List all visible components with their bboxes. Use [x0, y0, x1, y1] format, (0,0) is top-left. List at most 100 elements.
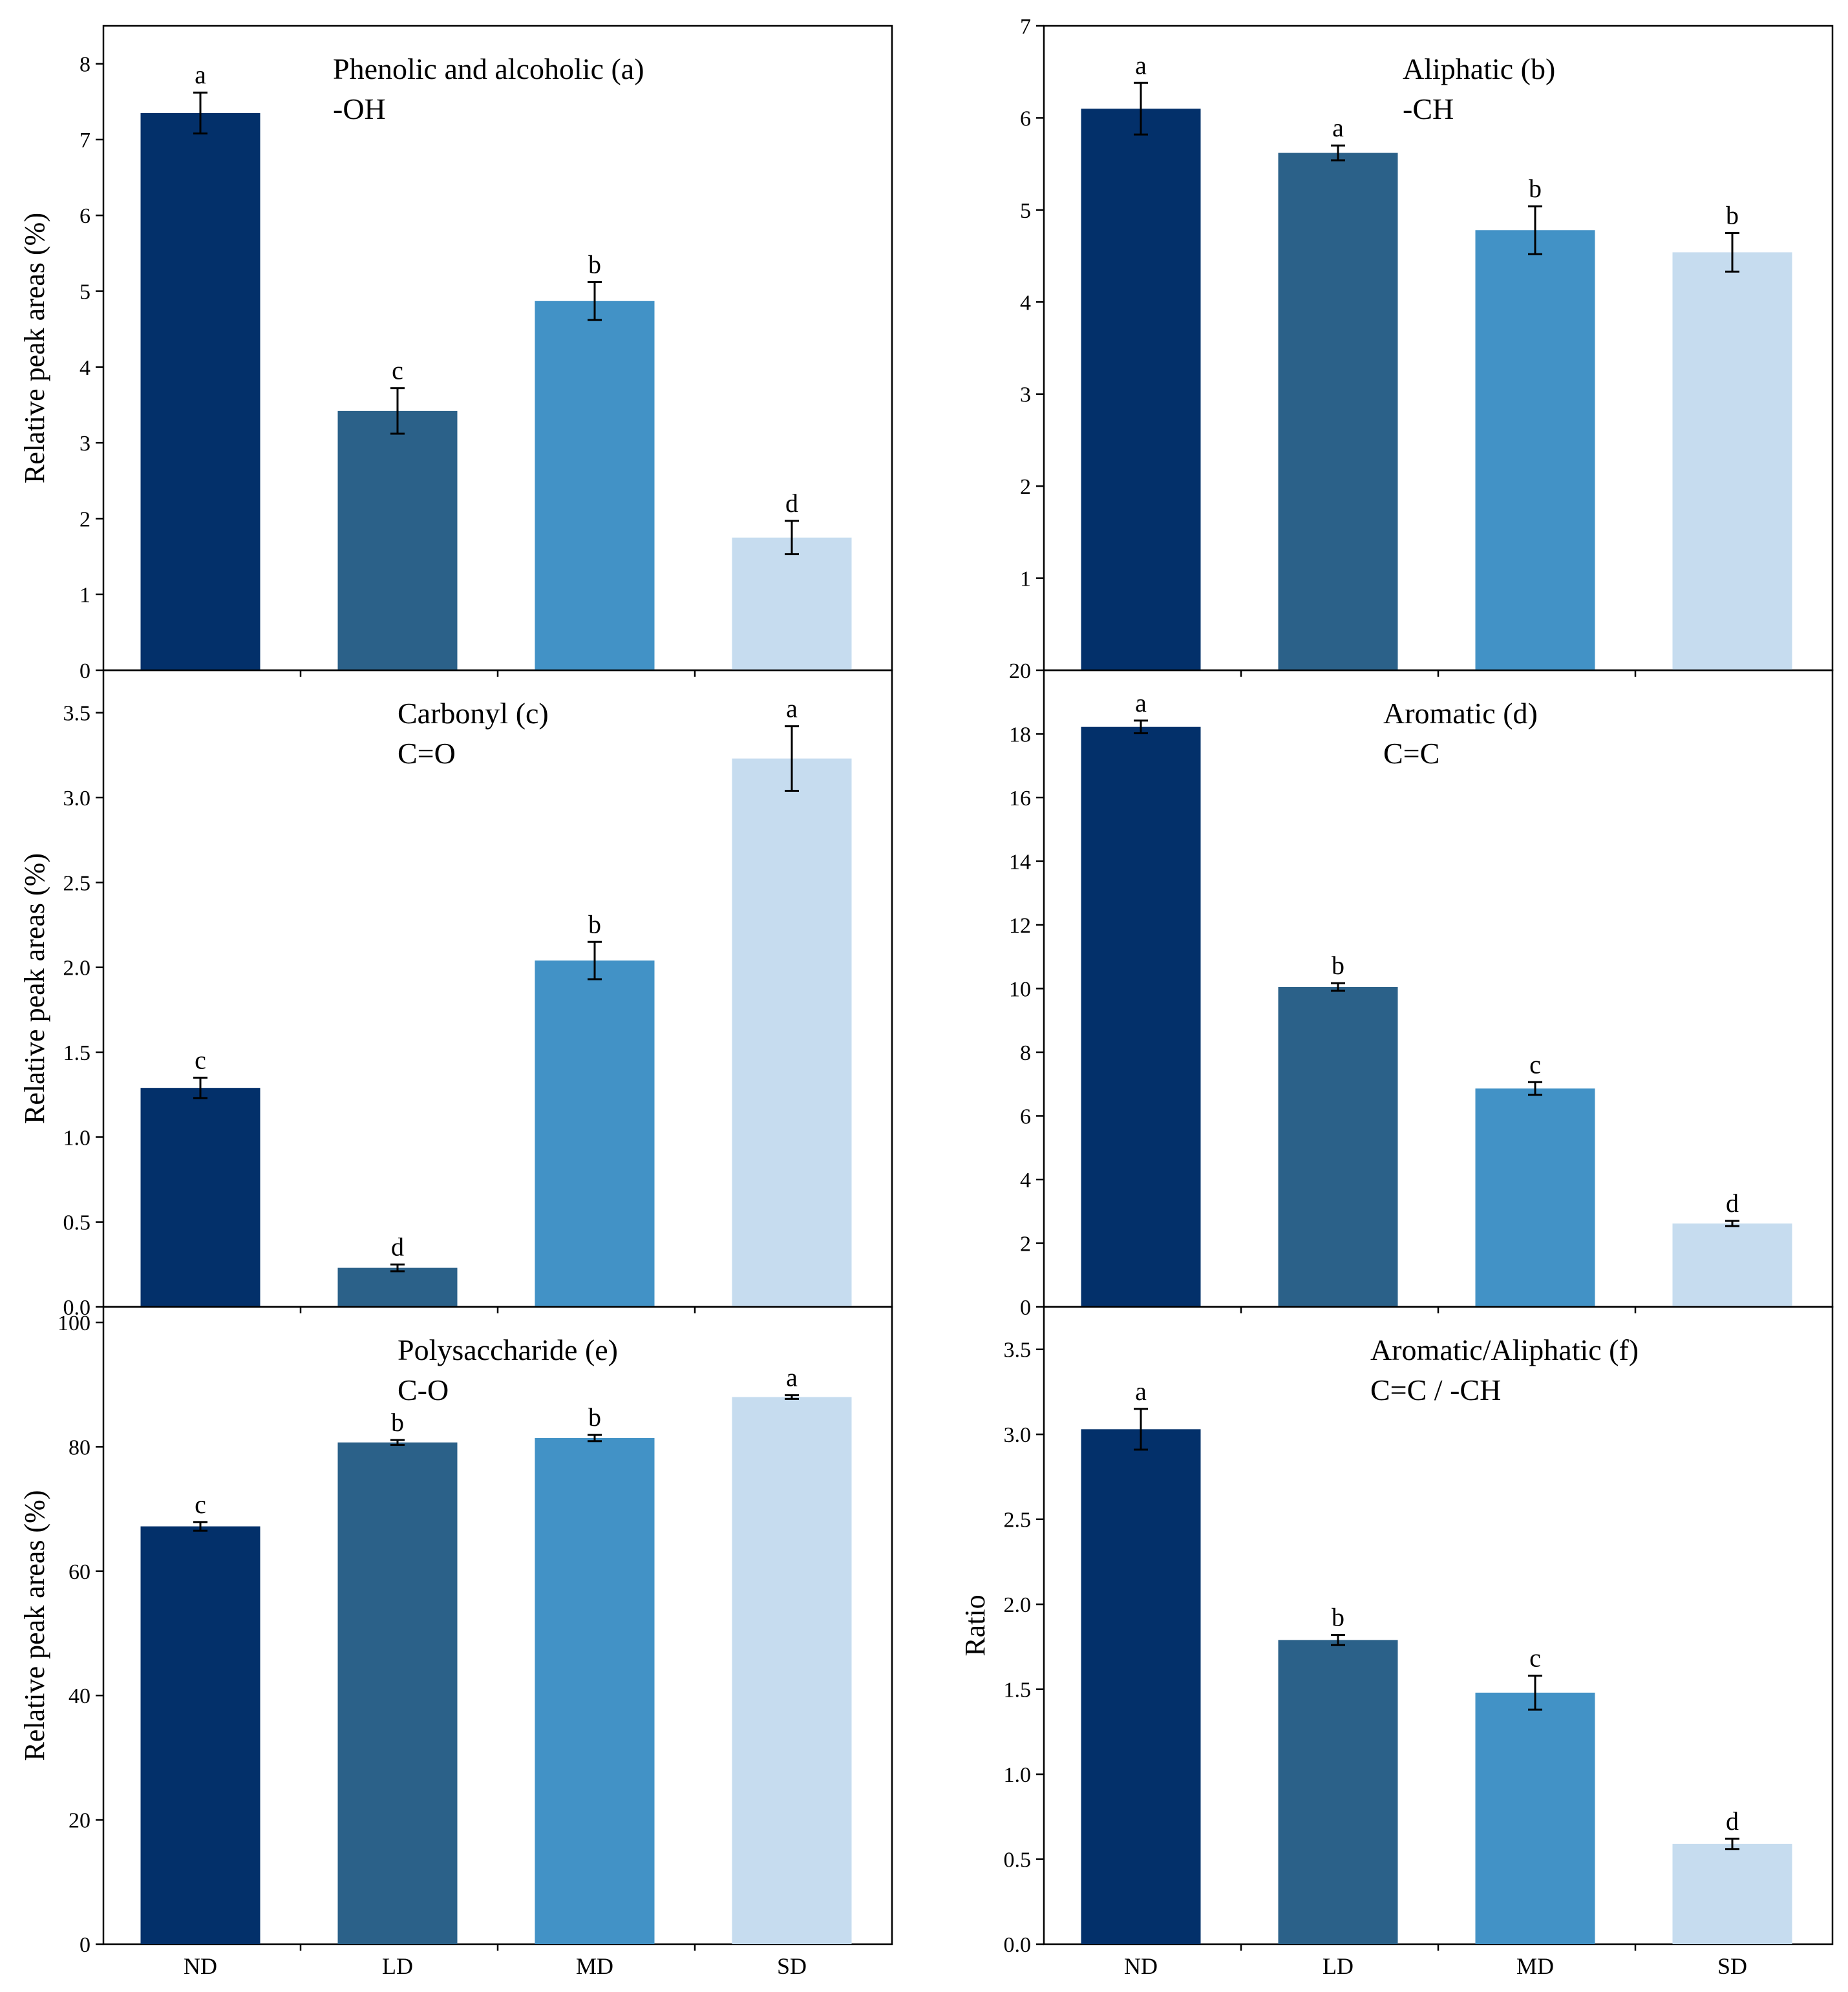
significance-letter-b-SD: b — [1726, 200, 1739, 229]
bar-e-LD — [337, 1442, 458, 1944]
significance-letter-f-MD: c — [1529, 1644, 1541, 1673]
significance-letter-a-ND: a — [195, 60, 206, 89]
panel-title-e: Polysaccharide (e) — [398, 1333, 618, 1366]
y-tick-label-f-1: 0.5 — [1004, 1849, 1032, 1872]
significance-letter-b-LD: a — [1332, 113, 1344, 142]
significance-letter-a-MD: b — [588, 249, 601, 279]
y-tick-label-e-1: 20 — [69, 1809, 90, 1833]
bar-d-ND — [1081, 726, 1201, 1307]
panel-title-b: Aliphatic (b) — [1403, 52, 1555, 85]
y-tick-label-c-2: 1.0 — [63, 1126, 91, 1150]
bar-a-MD — [535, 301, 655, 670]
y-tick-label-d-2: 4 — [1020, 1169, 1031, 1192]
significance-letter-b-ND: a — [1135, 50, 1147, 79]
bar-c-ND — [140, 1088, 260, 1307]
bar-b-LD — [1278, 153, 1398, 671]
y-tick-label-a-4: 4 — [80, 356, 90, 380]
bar-a-LD — [337, 410, 458, 670]
y-tick-label-b-4: 5 — [1020, 199, 1031, 223]
bar-d-MD — [1475, 1088, 1595, 1307]
bar-a-ND — [140, 112, 260, 670]
bar-d-LD — [1278, 987, 1398, 1307]
x-category-label-f-LD: LD — [1322, 1953, 1354, 1979]
significance-letter-d-SD: d — [1726, 1189, 1739, 1218]
significance-letter-b-MD: b — [1529, 174, 1542, 203]
y-tick-label-f-5: 2.5 — [1004, 1509, 1032, 1532]
y-tick-label-b-0: 1 — [1020, 567, 1031, 591]
y-tick-label-d-4: 8 — [1020, 1041, 1031, 1065]
significance-letter-e-SD: a — [786, 1363, 798, 1392]
y-tick-label-e-2: 40 — [69, 1684, 90, 1708]
y-tick-label-c-5: 2.5 — [63, 871, 91, 895]
y-tick-label-d-6: 12 — [1009, 914, 1031, 938]
y-axis-label-f: Ratio — [959, 1595, 991, 1656]
y-axis-label-e: Relative peak areas (%) — [19, 1490, 50, 1761]
significance-letter-c-SD: a — [786, 694, 798, 723]
bar-c-SD — [732, 758, 852, 1307]
x-category-label-e-SD: SD — [777, 1953, 807, 1979]
bar-b-SD — [1672, 252, 1792, 671]
significance-letter-c-ND: c — [195, 1045, 206, 1074]
y-tick-label-c-7: 3.5 — [63, 702, 91, 726]
bar-f-LD — [1278, 1640, 1398, 1944]
panel-title-a: Phenolic and alcoholic (a) — [333, 52, 644, 85]
y-axis-label-c: Relative peak areas (%) — [19, 853, 50, 1124]
x-category-label-f-ND: ND — [1124, 1953, 1158, 1979]
y-tick-label-c-3: 1.5 — [63, 1041, 91, 1065]
y-tick-label-a-8: 8 — [80, 53, 90, 77]
significance-letter-e-ND: c — [195, 1490, 206, 1519]
panel-subtitle-f: C=C / -CH — [1370, 1373, 1501, 1406]
x-category-label-e-ND: ND — [184, 1953, 217, 1979]
y-tick-label-f-7: 3.5 — [1004, 1339, 1032, 1362]
y-tick-label-d-7: 14 — [1009, 851, 1031, 874]
x-category-label-e-LD: LD — [382, 1953, 413, 1979]
y-tick-label-f-6: 3.0 — [1004, 1423, 1032, 1447]
y-tick-label-b-2: 3 — [1020, 383, 1031, 407]
bar-c-LD — [337, 1267, 458, 1307]
significance-letter-d-LD: b — [1332, 951, 1344, 980]
panel-subtitle-d: C=C — [1383, 737, 1439, 770]
y-tick-label-a-7: 7 — [80, 129, 90, 153]
significance-letter-f-SD: d — [1726, 1807, 1739, 1836]
y-tick-label-a-6: 6 — [80, 204, 90, 228]
significance-letter-c-MD: b — [588, 909, 601, 938]
significance-letter-e-LD: b — [391, 1408, 404, 1437]
panel-subtitle-c: C=O — [398, 737, 456, 770]
y-tick-label-d-9: 18 — [1009, 723, 1031, 747]
bar-f-MD — [1475, 1692, 1595, 1944]
significance-letter-c-LD: d — [391, 1232, 404, 1261]
significance-letter-d-ND: a — [1135, 688, 1147, 717]
bar-f-ND — [1081, 1429, 1201, 1944]
y-tick-label-f-4: 2.0 — [1004, 1593, 1032, 1617]
y-tick-label-d-0: 0 — [1020, 1296, 1031, 1320]
significance-letter-d-MD: c — [1529, 1050, 1541, 1079]
y-tick-label-e-4: 80 — [69, 1436, 90, 1459]
bar-b-MD — [1475, 230, 1595, 671]
y-tick-label-b-3: 4 — [1020, 291, 1031, 315]
y-tick-label-a-0: 0 — [80, 659, 90, 683]
y-axis-label-a: Relative peak areas (%) — [19, 213, 50, 483]
panel-title-c: Carbonyl (c) — [398, 697, 549, 730]
y-tick-label-d-1: 2 — [1020, 1233, 1031, 1256]
y-tick-label-b-5: 6 — [1020, 107, 1031, 131]
significance-letter-e-MD: b — [588, 1403, 601, 1432]
significance-letter-a-LD: c — [392, 356, 403, 385]
y-tick-label-d-5: 10 — [1009, 978, 1031, 1002]
y-tick-label-a-3: 3 — [80, 432, 90, 456]
y-tick-label-e-3: 60 — [69, 1560, 90, 1584]
bar-a-SD — [732, 537, 852, 670]
y-tick-label-b-6: 7 — [1020, 15, 1031, 39]
y-tick-label-c-1: 0.5 — [63, 1211, 91, 1235]
y-tick-label-a-1: 1 — [80, 584, 90, 608]
bar-e-ND — [140, 1526, 260, 1944]
bar-c-MD — [535, 960, 655, 1307]
panel-title-f: Aromatic/Aliphatic (f) — [1370, 1333, 1639, 1366]
y-tick-label-f-0: 0.0 — [1004, 1933, 1032, 1957]
bar-e-SD — [732, 1397, 852, 1944]
y-tick-label-f-2: 1.0 — [1004, 1763, 1032, 1787]
y-tick-label-a-2: 2 — [80, 507, 90, 531]
bar-d-SD — [1672, 1223, 1792, 1307]
x-category-label-f-SD: SD — [1717, 1953, 1747, 1979]
y-tick-label-c-0: 0.0 — [63, 1296, 91, 1320]
